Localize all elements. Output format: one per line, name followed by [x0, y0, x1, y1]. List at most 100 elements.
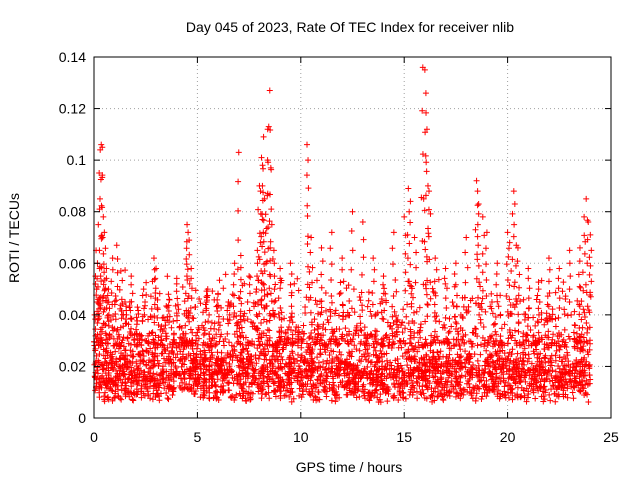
data-point-baseline — [265, 371, 272, 378]
data-point-baseline — [422, 377, 429, 384]
data-point-streak — [424, 301, 431, 308]
data-point-baseline — [299, 374, 306, 381]
data-point-streak — [166, 313, 173, 320]
data-point-baseline — [519, 358, 526, 365]
data-point-mid — [197, 300, 204, 307]
data-point-streak — [95, 221, 102, 228]
data-point-mid — [395, 324, 402, 331]
data-point-streak — [260, 217, 267, 224]
data-point-mid — [278, 327, 285, 334]
data-point-baseline — [183, 366, 190, 373]
data-point-baseline — [298, 382, 305, 389]
data-point-mid — [328, 299, 335, 306]
data-point-baseline — [155, 380, 162, 387]
data-point-baseline — [397, 381, 404, 388]
data-point-baseline — [248, 379, 255, 386]
data-point-baseline — [265, 374, 272, 381]
data-point-streak — [254, 260, 261, 267]
data-point-baseline — [353, 346, 360, 353]
data-point-streak — [246, 307, 253, 314]
data-point-streak — [453, 303, 460, 310]
data-point-baseline — [106, 385, 113, 392]
data-point-mid — [266, 334, 273, 341]
data-point-baseline — [283, 382, 290, 389]
data-point-baseline — [162, 359, 169, 366]
data-point — [411, 234, 418, 241]
data-point-baseline — [240, 365, 247, 372]
data-point-baseline — [507, 357, 514, 364]
data-point-mid — [488, 290, 495, 297]
data-point-mid — [120, 334, 127, 341]
data-point-mid — [431, 328, 438, 335]
data-point-baseline — [321, 377, 328, 384]
data-point-mid — [479, 334, 486, 341]
data-point-baseline — [432, 373, 439, 380]
data-point-streak — [425, 233, 432, 240]
data-point-streak — [575, 271, 582, 278]
data-point-streak — [407, 282, 414, 289]
data-point-baseline — [448, 378, 455, 385]
data-point-mid — [576, 283, 583, 290]
data-point-mid — [358, 338, 365, 345]
data-point-mid — [171, 336, 178, 343]
data-point-baseline — [301, 359, 308, 366]
data-point-baseline — [92, 387, 99, 394]
data-point-baseline — [349, 367, 356, 374]
data-point-mid — [587, 340, 594, 347]
data-point — [257, 188, 264, 195]
data-point-mid — [390, 320, 397, 327]
data-point-baseline — [362, 395, 369, 402]
data-point-streak — [380, 281, 387, 288]
data-point-baseline — [386, 365, 393, 372]
data-point-baseline — [336, 394, 343, 401]
data-point-mid — [158, 323, 165, 330]
data-point-baseline — [458, 353, 465, 360]
data-point-mid — [386, 323, 393, 330]
data-point-mid — [171, 339, 178, 346]
data-point-mid — [233, 320, 240, 327]
data-point-baseline — [458, 372, 465, 379]
data-point-streak — [203, 305, 210, 312]
data-point-baseline — [396, 374, 403, 381]
data-point-baseline — [344, 366, 351, 373]
data-point-mid — [535, 279, 542, 286]
data-point-mid — [183, 312, 190, 319]
data-point-streak — [182, 290, 189, 297]
data-point-baseline — [244, 375, 251, 382]
data-point-baseline — [415, 339, 422, 346]
data-point-streak — [288, 271, 295, 278]
data-point-baseline — [426, 380, 433, 387]
data-point-mid — [317, 336, 324, 343]
data-point-baseline — [226, 379, 233, 386]
data-point-streak — [99, 204, 106, 211]
data-point-mid — [127, 330, 134, 337]
data-point-baseline — [187, 352, 194, 359]
data-point-mid — [240, 313, 247, 320]
data-point-streak — [580, 306, 587, 313]
data-point-mid — [175, 306, 182, 313]
data-point-baseline — [505, 375, 512, 382]
data-point-baseline — [200, 385, 207, 392]
data-point-streak — [404, 231, 411, 238]
data-point-baseline — [281, 363, 288, 370]
data-point-mid — [250, 299, 257, 306]
data-point-streak — [427, 279, 434, 286]
data-point-mid — [576, 325, 583, 332]
data-point-baseline — [437, 370, 444, 377]
data-point-baseline — [180, 371, 187, 378]
data-point-baseline — [509, 346, 516, 353]
data-point-streak — [114, 283, 121, 290]
data-point-baseline — [244, 348, 251, 355]
data-point-baseline — [267, 360, 274, 367]
data-point-mid — [313, 301, 320, 308]
data-point-mid — [543, 341, 550, 348]
data-point-streak — [566, 286, 573, 293]
data-point-baseline — [520, 333, 527, 340]
data-point-streak — [188, 285, 195, 292]
data-point-mid — [226, 339, 233, 346]
data-point-baseline — [383, 386, 390, 393]
data-point-mid — [379, 315, 386, 322]
data-point-streak — [230, 303, 237, 310]
data-point — [566, 247, 573, 254]
data-point-baseline — [336, 348, 343, 355]
